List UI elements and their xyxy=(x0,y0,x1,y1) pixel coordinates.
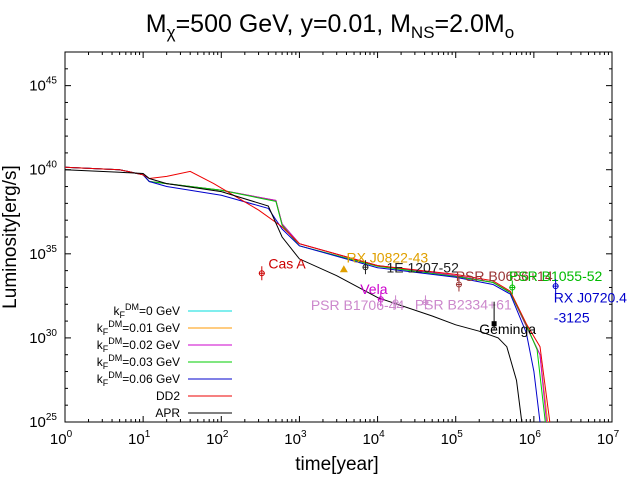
series-curves xyxy=(64,166,551,423)
title-part: M xyxy=(146,10,167,38)
observation-label: PSR B2334+61 xyxy=(415,296,512,312)
x-axis-title: time[year] xyxy=(295,454,378,475)
chart-title-text: Mχ=500 GeV, y=0.01, MNS=2.0Mo xyxy=(146,10,514,42)
observation-label: Vela xyxy=(360,281,387,297)
legend-label: APR xyxy=(155,406,180,420)
legend-label: DD2 xyxy=(156,389,180,403)
title-part: χ xyxy=(167,23,176,42)
y-axis-title: Luminosity[erg/s] xyxy=(0,165,21,309)
title-part: =500 GeV, y=0.01, M xyxy=(176,10,411,38)
observation-label: RX J0822-43 xyxy=(346,250,428,266)
y-tick-label: 1045 xyxy=(29,76,57,95)
axis-tick-labels: 100 101 102 103 104 105 106 107 1025 1030 1035 1040… xyxy=(29,76,619,448)
x-tick-label: 102 xyxy=(206,429,229,448)
x-tick-label: 103 xyxy=(284,429,307,448)
series-line xyxy=(64,169,523,423)
observation-label: PSR B1055-52 xyxy=(509,268,603,284)
observation-label: 1E 1207-52 xyxy=(386,259,459,275)
observation-label: RX J0720.4 xyxy=(554,289,627,305)
legend-label: kFDM=0.06 GeV xyxy=(97,370,180,388)
title-part: NS xyxy=(411,23,435,42)
y-tick-label: 1025 xyxy=(29,412,57,431)
title-part: o xyxy=(505,23,514,42)
x-tick-label: 101 xyxy=(128,429,151,448)
axis-ticks xyxy=(64,52,613,423)
legend-label: kFDM=0.02 GeV xyxy=(97,336,180,354)
legend-label: kFDM=0.03 GeV xyxy=(97,353,180,371)
chart-title: Mχ=500 GeV, y=0.01, MNS=2.0Mo xyxy=(146,10,514,42)
x-tick-label: 107 xyxy=(597,429,620,448)
series-line xyxy=(64,166,541,423)
y-tick-label: 1040 xyxy=(29,160,57,179)
x-tick-label: 100 xyxy=(50,429,73,448)
observation-marker xyxy=(339,265,348,273)
observation-label: PSR B0656+14 xyxy=(456,268,553,284)
title-part: =2.0M xyxy=(435,10,505,38)
observation-label: Geminga xyxy=(479,321,536,337)
legend-label: kFDM=0.01 GeV xyxy=(97,319,180,337)
x-tick-label: 104 xyxy=(362,429,385,448)
observation-label: PSR B1706-44 xyxy=(311,297,405,313)
observation-label: Cas A xyxy=(268,256,306,272)
x-tick-label: 106 xyxy=(519,429,542,448)
y-tick-label: 1035 xyxy=(29,244,57,263)
legend-label: kFDM=0 GeV xyxy=(113,302,180,320)
observation-label: -3125 xyxy=(554,310,590,326)
x-tick-label: 105 xyxy=(441,429,464,448)
y-tick-label: 1030 xyxy=(29,328,57,347)
